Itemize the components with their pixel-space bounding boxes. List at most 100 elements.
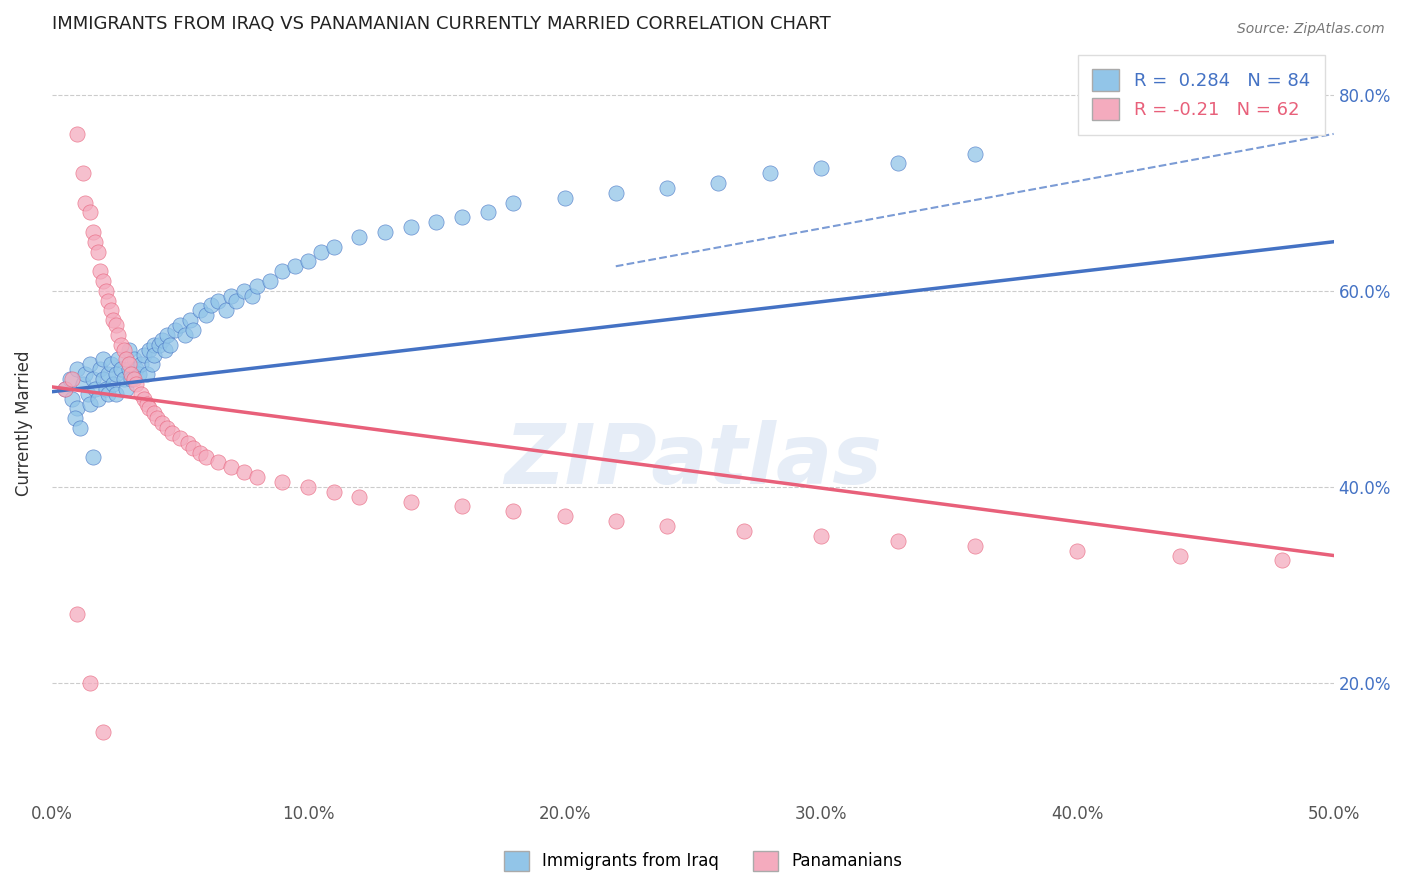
Point xyxy=(162,425,184,440)
Point xyxy=(89,362,111,376)
Point xyxy=(605,186,627,200)
Text: ZIPatlas: ZIPatlas xyxy=(503,420,882,501)
Point xyxy=(91,352,114,367)
Point xyxy=(76,386,98,401)
Point xyxy=(150,416,173,430)
Point xyxy=(89,264,111,278)
Point xyxy=(94,284,117,298)
Point xyxy=(75,367,97,381)
Point xyxy=(156,327,179,342)
Point xyxy=(887,156,910,170)
Point xyxy=(131,386,153,401)
Point xyxy=(115,382,138,396)
Point xyxy=(79,205,101,219)
Point xyxy=(107,352,129,367)
Point xyxy=(322,484,344,499)
Point xyxy=(53,382,76,396)
Point xyxy=(112,343,135,357)
Point xyxy=(179,313,201,327)
Point xyxy=(60,392,83,406)
Point xyxy=(112,372,135,386)
Point xyxy=(131,357,153,371)
Point xyxy=(349,490,371,504)
Point xyxy=(163,323,186,337)
Point xyxy=(132,392,155,406)
Point xyxy=(143,347,166,361)
Point xyxy=(233,284,256,298)
Point xyxy=(79,396,101,410)
Point xyxy=(82,372,104,386)
Point xyxy=(135,396,157,410)
Point xyxy=(259,274,281,288)
Point xyxy=(104,386,127,401)
Point xyxy=(502,195,524,210)
Legend: Immigrants from Iraq, Panamanians: Immigrants from Iraq, Panamanians xyxy=(496,842,910,880)
Point xyxy=(97,367,120,381)
Point xyxy=(169,431,191,445)
Point xyxy=(309,244,332,259)
Legend: R =  0.284   N = 84, R = -0.21   N = 62: R = 0.284 N = 84, R = -0.21 N = 62 xyxy=(1078,54,1324,135)
Point xyxy=(66,127,89,141)
Point xyxy=(143,406,166,420)
Point xyxy=(655,519,678,533)
Point xyxy=(103,376,125,391)
Point xyxy=(246,278,269,293)
Point xyxy=(963,539,986,553)
Point xyxy=(110,337,132,351)
Point xyxy=(87,244,110,259)
Point xyxy=(207,293,229,308)
Point xyxy=(94,382,117,396)
Point xyxy=(190,445,212,459)
Point xyxy=(135,367,157,381)
Point xyxy=(60,372,83,386)
Point xyxy=(146,411,169,425)
Point xyxy=(477,205,499,219)
Point xyxy=(97,293,120,308)
Point xyxy=(143,337,166,351)
Point xyxy=(63,411,86,425)
Point xyxy=(115,352,138,367)
Point xyxy=(194,450,217,465)
Point xyxy=(246,470,269,484)
Point xyxy=(128,367,150,381)
Point xyxy=(181,323,204,337)
Point xyxy=(174,327,197,342)
Point xyxy=(887,533,910,548)
Point xyxy=(91,274,114,288)
Point xyxy=(79,357,101,371)
Point xyxy=(284,260,307,274)
Point xyxy=(66,607,89,622)
Point xyxy=(66,362,89,376)
Point xyxy=(655,181,678,195)
Point xyxy=(103,313,125,327)
Point xyxy=(132,347,155,361)
Point xyxy=(1066,543,1088,558)
Point xyxy=(150,333,173,347)
Point xyxy=(125,376,148,391)
Point xyxy=(120,372,142,386)
Point xyxy=(810,529,832,543)
Point xyxy=(97,386,120,401)
Point xyxy=(451,500,474,514)
Point xyxy=(297,254,319,268)
Point xyxy=(169,318,191,332)
Point xyxy=(399,220,422,235)
Point xyxy=(79,676,101,690)
Point xyxy=(118,343,141,357)
Point xyxy=(190,303,212,318)
Point xyxy=(69,421,91,435)
Point xyxy=(110,362,132,376)
Point xyxy=(59,372,82,386)
Point xyxy=(322,240,344,254)
Point xyxy=(141,357,163,371)
Point xyxy=(125,362,148,376)
Point xyxy=(181,441,204,455)
Point xyxy=(66,401,89,416)
Point xyxy=(194,308,217,322)
Point xyxy=(122,352,145,367)
Point xyxy=(156,421,179,435)
Point xyxy=(240,288,263,302)
Point xyxy=(72,376,94,391)
Point xyxy=(138,343,160,357)
Point xyxy=(104,367,127,381)
